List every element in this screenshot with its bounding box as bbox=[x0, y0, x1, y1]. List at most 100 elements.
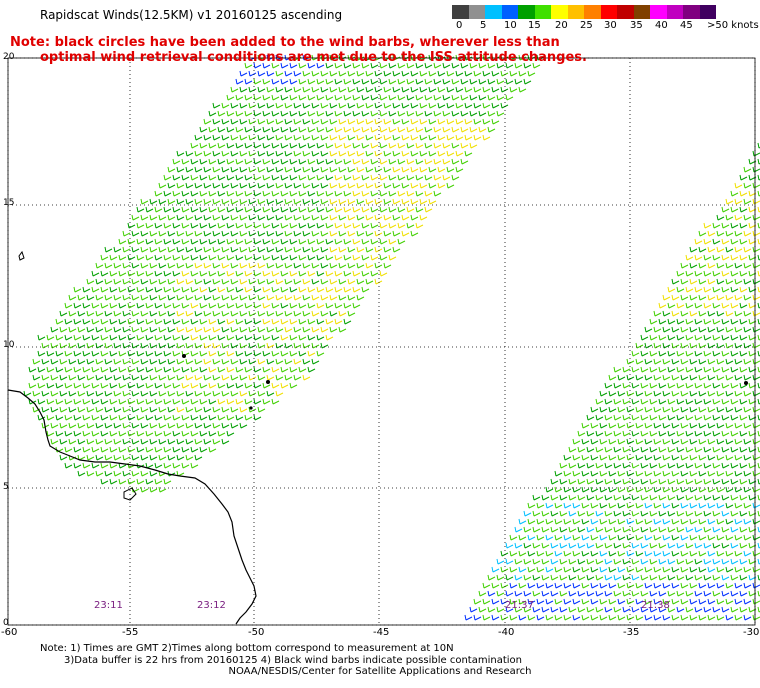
wind-barb bbox=[248, 166, 257, 173]
wind-barb bbox=[59, 342, 68, 349]
wind-barb bbox=[734, 502, 743, 509]
wind-barb bbox=[248, 326, 257, 333]
wind-barb bbox=[379, 94, 388, 101]
wind-barb bbox=[298, 62, 307, 69]
wind-barb bbox=[86, 326, 95, 333]
wind-barb bbox=[46, 334, 55, 341]
wind-barb bbox=[230, 262, 239, 269]
wind-barb bbox=[752, 246, 760, 253]
wind-barb bbox=[212, 358, 221, 365]
wind-barb bbox=[158, 230, 167, 237]
wind-barb bbox=[392, 246, 401, 253]
wind-barb bbox=[334, 302, 343, 309]
wind-barb bbox=[334, 206, 343, 213]
wind-barb bbox=[338, 230, 347, 237]
wind-barb bbox=[320, 342, 329, 349]
wind-barb bbox=[406, 94, 415, 101]
wind-barb bbox=[464, 118, 473, 125]
wind-barb bbox=[734, 342, 743, 349]
wind-barb bbox=[707, 310, 716, 317]
wind-barb bbox=[95, 406, 104, 413]
wind-barb bbox=[172, 206, 181, 213]
wind-barb bbox=[347, 214, 356, 221]
wind-barb bbox=[208, 126, 217, 133]
wind-barb bbox=[154, 190, 163, 197]
wind-barb bbox=[689, 342, 698, 349]
wind-barb bbox=[721, 462, 730, 469]
wind-barb bbox=[244, 254, 253, 261]
wind-barb bbox=[127, 382, 136, 389]
scale-swatch bbox=[534, 5, 551, 19]
wind-barb bbox=[743, 262, 752, 269]
wind-barb bbox=[370, 270, 379, 277]
wind-barb bbox=[190, 190, 199, 197]
wind-barb bbox=[658, 606, 667, 613]
wind-barb bbox=[82, 430, 91, 437]
scale-label: 35 bbox=[630, 20, 643, 31]
wind-barb bbox=[586, 574, 595, 581]
wind-barb bbox=[86, 358, 95, 365]
wind-barb bbox=[109, 270, 118, 277]
wind-barb bbox=[662, 326, 671, 333]
wind-barb bbox=[392, 198, 401, 205]
wind-barb bbox=[316, 334, 325, 341]
wind-barb bbox=[293, 102, 302, 109]
wind-barb bbox=[289, 158, 298, 165]
wind-barb bbox=[658, 558, 667, 565]
wind-barb bbox=[410, 134, 419, 141]
wind-barb bbox=[329, 54, 338, 61]
wind-barb bbox=[221, 342, 230, 349]
wind-barb bbox=[514, 574, 523, 581]
wind-barb bbox=[221, 246, 230, 253]
wind-barb bbox=[284, 182, 293, 189]
wind-barb bbox=[293, 374, 302, 381]
wind-barb bbox=[199, 382, 208, 389]
wind-barb bbox=[320, 278, 329, 285]
wind-barb bbox=[554, 566, 563, 573]
wind-barb bbox=[275, 246, 284, 253]
wind-barb bbox=[496, 558, 505, 565]
wind-barb bbox=[473, 598, 482, 605]
wind-barb bbox=[577, 574, 586, 581]
wind-barb bbox=[703, 430, 712, 437]
wind-barb bbox=[262, 382, 271, 389]
wind-barb bbox=[149, 214, 158, 221]
wind-barb bbox=[649, 542, 658, 549]
wind-barb bbox=[239, 214, 248, 221]
wind-barb bbox=[302, 230, 311, 237]
wind-barb bbox=[221, 326, 230, 333]
wind-barb bbox=[122, 422, 131, 429]
wind-barb bbox=[716, 550, 725, 557]
wind-barb bbox=[730, 478, 739, 485]
wind-barb bbox=[302, 262, 311, 269]
wind-barb bbox=[95, 438, 104, 445]
wind-barb bbox=[694, 254, 703, 261]
wind-barb bbox=[442, 126, 451, 133]
wind-barb bbox=[437, 118, 446, 125]
wind-barb bbox=[343, 206, 352, 213]
wind-barb bbox=[698, 598, 707, 605]
wind-barb bbox=[365, 166, 374, 173]
wind-barb bbox=[230, 310, 239, 317]
wind-barb bbox=[235, 110, 244, 117]
wind-barb bbox=[145, 222, 154, 229]
wind-barb bbox=[424, 110, 433, 117]
wind-barb bbox=[109, 446, 118, 453]
wind-barb bbox=[725, 310, 734, 317]
wind-barb bbox=[127, 254, 136, 261]
wind-barb bbox=[725, 438, 734, 445]
wind-barb bbox=[730, 334, 739, 341]
wind-barb bbox=[239, 166, 248, 173]
wind-barb bbox=[37, 398, 46, 405]
wind-barb bbox=[257, 134, 266, 141]
wind-barb bbox=[757, 494, 760, 501]
wind-barb bbox=[289, 286, 298, 293]
wind-barb bbox=[208, 286, 217, 293]
wind-barb bbox=[194, 246, 203, 253]
wind-barb bbox=[289, 190, 298, 197]
wind-barb bbox=[131, 422, 140, 429]
wind-barb bbox=[163, 318, 172, 325]
wind-barb bbox=[95, 326, 104, 333]
wind-barb bbox=[757, 574, 760, 581]
wind-barb bbox=[343, 190, 352, 197]
